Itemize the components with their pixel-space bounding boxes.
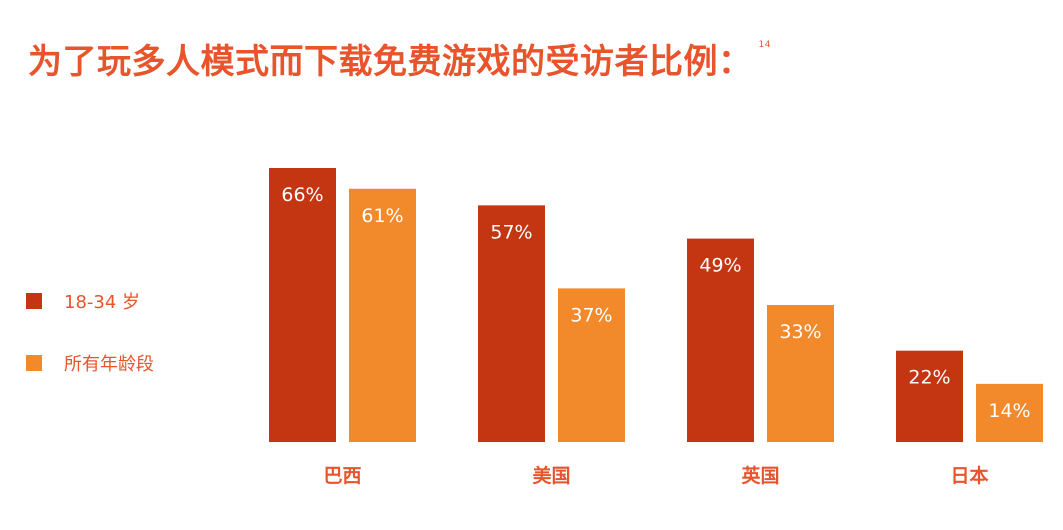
bar-2-4 — [976, 383, 1043, 442]
bar-2-3 — [767, 305, 834, 442]
legend-label-series-2: 所有年龄段 — [64, 354, 154, 375]
data-label-2-4: 14% — [988, 400, 1030, 422]
bar-1-3 — [687, 238, 754, 442]
category-label-2: 美国 — [532, 464, 570, 487]
category-label-3: 英国 — [741, 464, 779, 487]
chart-title-text: 为了玩多人模式而下载免费游戏的受访者比例： — [28, 42, 753, 82]
legend-label-series-1: 18-34 岁 — [64, 292, 141, 313]
bar-2-1 — [349, 188, 416, 442]
legend-swatch-series-2 — [26, 355, 42, 371]
footnote-marker: 14 — [758, 40, 771, 50]
legend: 18-34 岁 所有年龄段 — [26, 286, 154, 410]
category-label-4: 日本 — [950, 464, 988, 487]
category-label-1: 巴西 — [323, 465, 361, 487]
data-label-1-1: 66% — [281, 184, 323, 206]
bar-1-4 — [896, 350, 963, 442]
chart-title: 为了玩多人模式而下载免费游戏的受访者比例： 14 — [28, 34, 771, 83]
legend-swatch-series-1 — [26, 293, 42, 309]
bar-2-2 — [558, 288, 625, 442]
legend-item-series-1: 18-34 岁 — [26, 286, 154, 316]
bar-1-2 — [478, 205, 545, 442]
legend-item-series-2: 所有年龄段 — [26, 348, 154, 378]
data-label-1-3: 49% — [699, 255, 741, 277]
data-label-1-2: 57% — [490, 221, 532, 243]
bar-1-1 — [269, 168, 336, 442]
data-label-2-1: 61% — [361, 205, 403, 227]
data-label-2-2: 37% — [570, 304, 612, 326]
data-label-2-3: 33% — [779, 321, 821, 343]
data-label-1-4: 22% — [908, 367, 950, 389]
